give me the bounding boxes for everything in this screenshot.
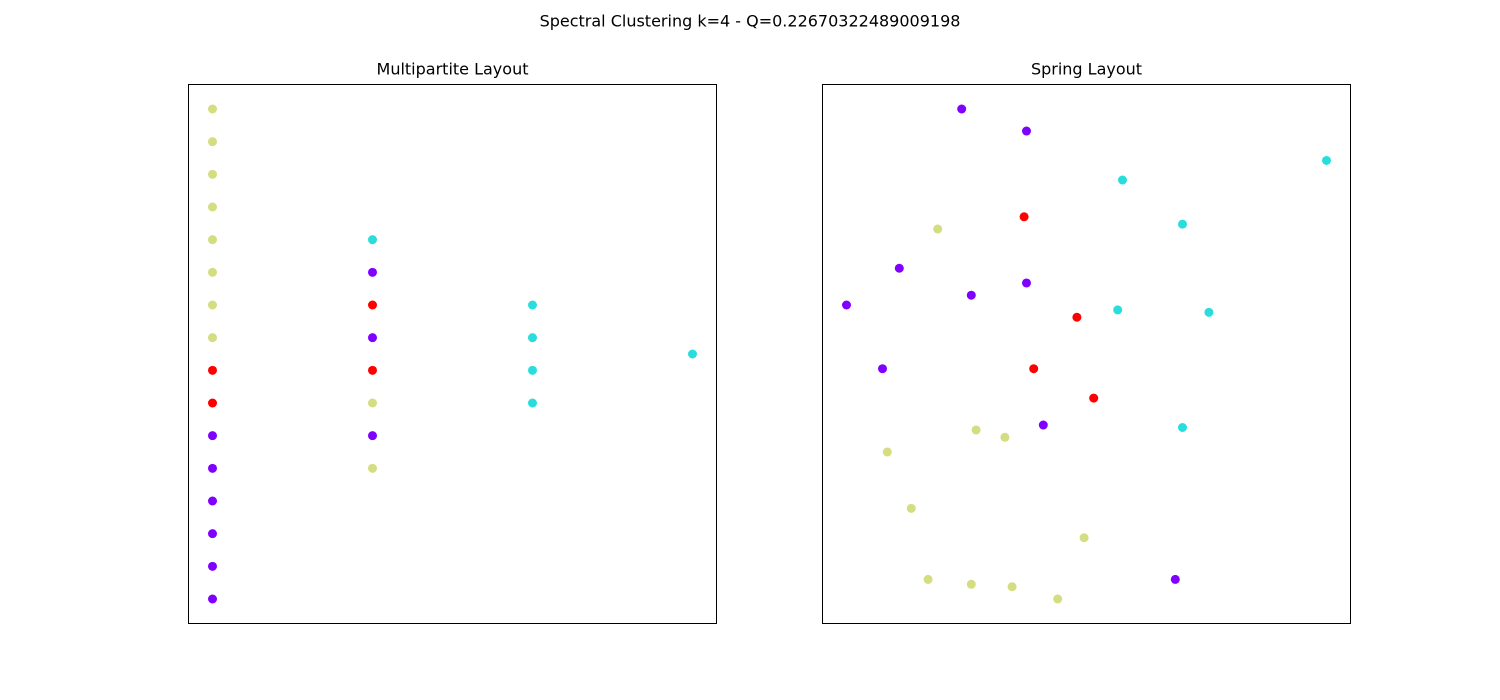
point: [1000, 432, 1010, 442]
point: [208, 235, 217, 245]
point: [208, 267, 217, 277]
point: [971, 425, 981, 435]
point: [1204, 307, 1214, 317]
point: [208, 333, 217, 343]
point: [208, 463, 217, 473]
point: [1322, 155, 1331, 165]
point: [208, 300, 217, 310]
point: [906, 503, 916, 513]
point: [368, 365, 377, 375]
point: [1089, 393, 1099, 403]
point: [208, 431, 217, 441]
axes-frame: [822, 84, 1351, 624]
point: [923, 574, 933, 584]
point: [1178, 219, 1187, 229]
point: [1022, 278, 1031, 288]
point: [1029, 364, 1039, 374]
point: [208, 398, 217, 408]
axes-frame: [188, 84, 717, 624]
point: [368, 333, 377, 343]
point: [894, 263, 904, 273]
point: [933, 224, 943, 234]
figure-title: Spectral Clustering k=4 - Q=0.2267032248…: [540, 12, 961, 31]
point: [208, 496, 217, 506]
point: [208, 137, 217, 147]
point: [1022, 126, 1031, 136]
point: [878, 364, 887, 374]
point: [528, 398, 537, 408]
point: [368, 463, 377, 473]
point: [368, 398, 377, 408]
point: [208, 365, 217, 375]
point: [368, 267, 377, 277]
point: [528, 333, 537, 343]
point: [1113, 305, 1123, 315]
point: [842, 300, 851, 310]
point: [1007, 582, 1017, 592]
point: [368, 300, 377, 310]
point: [208, 594, 217, 604]
point: [528, 300, 537, 310]
point: [882, 447, 892, 457]
point: [1079, 533, 1089, 543]
point: [208, 529, 217, 539]
point: [688, 349, 697, 359]
subplot-title: Multipartite Layout: [377, 60, 529, 79]
point: [208, 561, 217, 571]
point: [208, 104, 217, 114]
point: [1053, 594, 1063, 604]
point: [966, 579, 976, 589]
point: [966, 290, 976, 300]
point: [208, 202, 217, 212]
point: [528, 365, 537, 375]
point: [957, 104, 967, 114]
point: [1170, 574, 1180, 584]
point: [1019, 212, 1029, 222]
point: [368, 235, 377, 245]
point: [1118, 175, 1127, 185]
point: [1072, 312, 1082, 322]
subplot-title: Spring Layout: [1031, 60, 1142, 79]
point: [1038, 420, 1048, 430]
point: [208, 169, 217, 179]
point: [1178, 423, 1187, 432]
point: [368, 431, 377, 441]
